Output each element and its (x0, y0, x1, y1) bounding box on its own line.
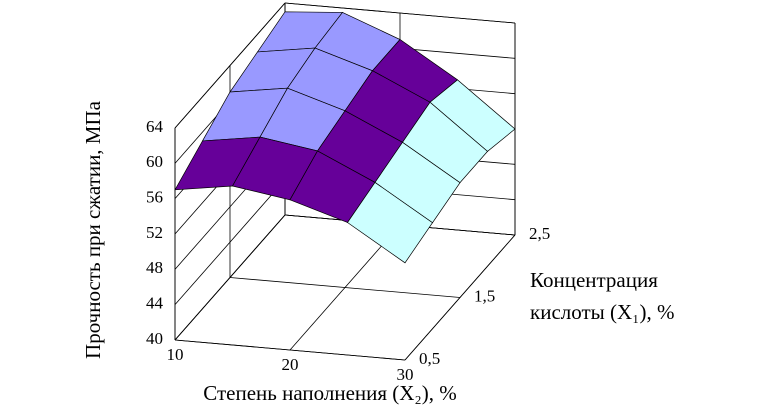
y-axis-label: кислоты (X₁), % (530, 300, 674, 324)
grid-line (174, 339, 406, 361)
z-tick-label: 40 (146, 329, 163, 348)
surface-patch (347, 181, 433, 264)
x-tick-label: 10 (167, 345, 184, 364)
z-tick-label: 44 (146, 294, 164, 313)
grid-line (229, 277, 461, 298)
grid-line (174, 179, 286, 305)
z-tick-label: 60 (146, 152, 163, 171)
y-tick-label: 2,5 (529, 224, 550, 243)
z-tick-label: 48 (146, 258, 163, 277)
z-axis-label: Прочность при сжатии, МПа (81, 100, 105, 359)
z-tick-label: 64 (146, 117, 164, 136)
x-tick-label: 20 (282, 355, 299, 374)
y-axis-label: Концентрация (530, 268, 658, 292)
z-tick-label: 52 (146, 223, 163, 242)
grid-line (174, 214, 286, 341)
x-tick-label: 30 (397, 365, 414, 384)
grid-line (284, 2, 516, 24)
grid-line (174, 2, 286, 129)
y-tick-label: 1,5 (474, 286, 495, 305)
z-tick-label: 56 (146, 188, 163, 207)
y-tick-label: 0,5 (419, 349, 440, 368)
x-axis-label: Степень наполнения (X₂), % (203, 381, 457, 405)
